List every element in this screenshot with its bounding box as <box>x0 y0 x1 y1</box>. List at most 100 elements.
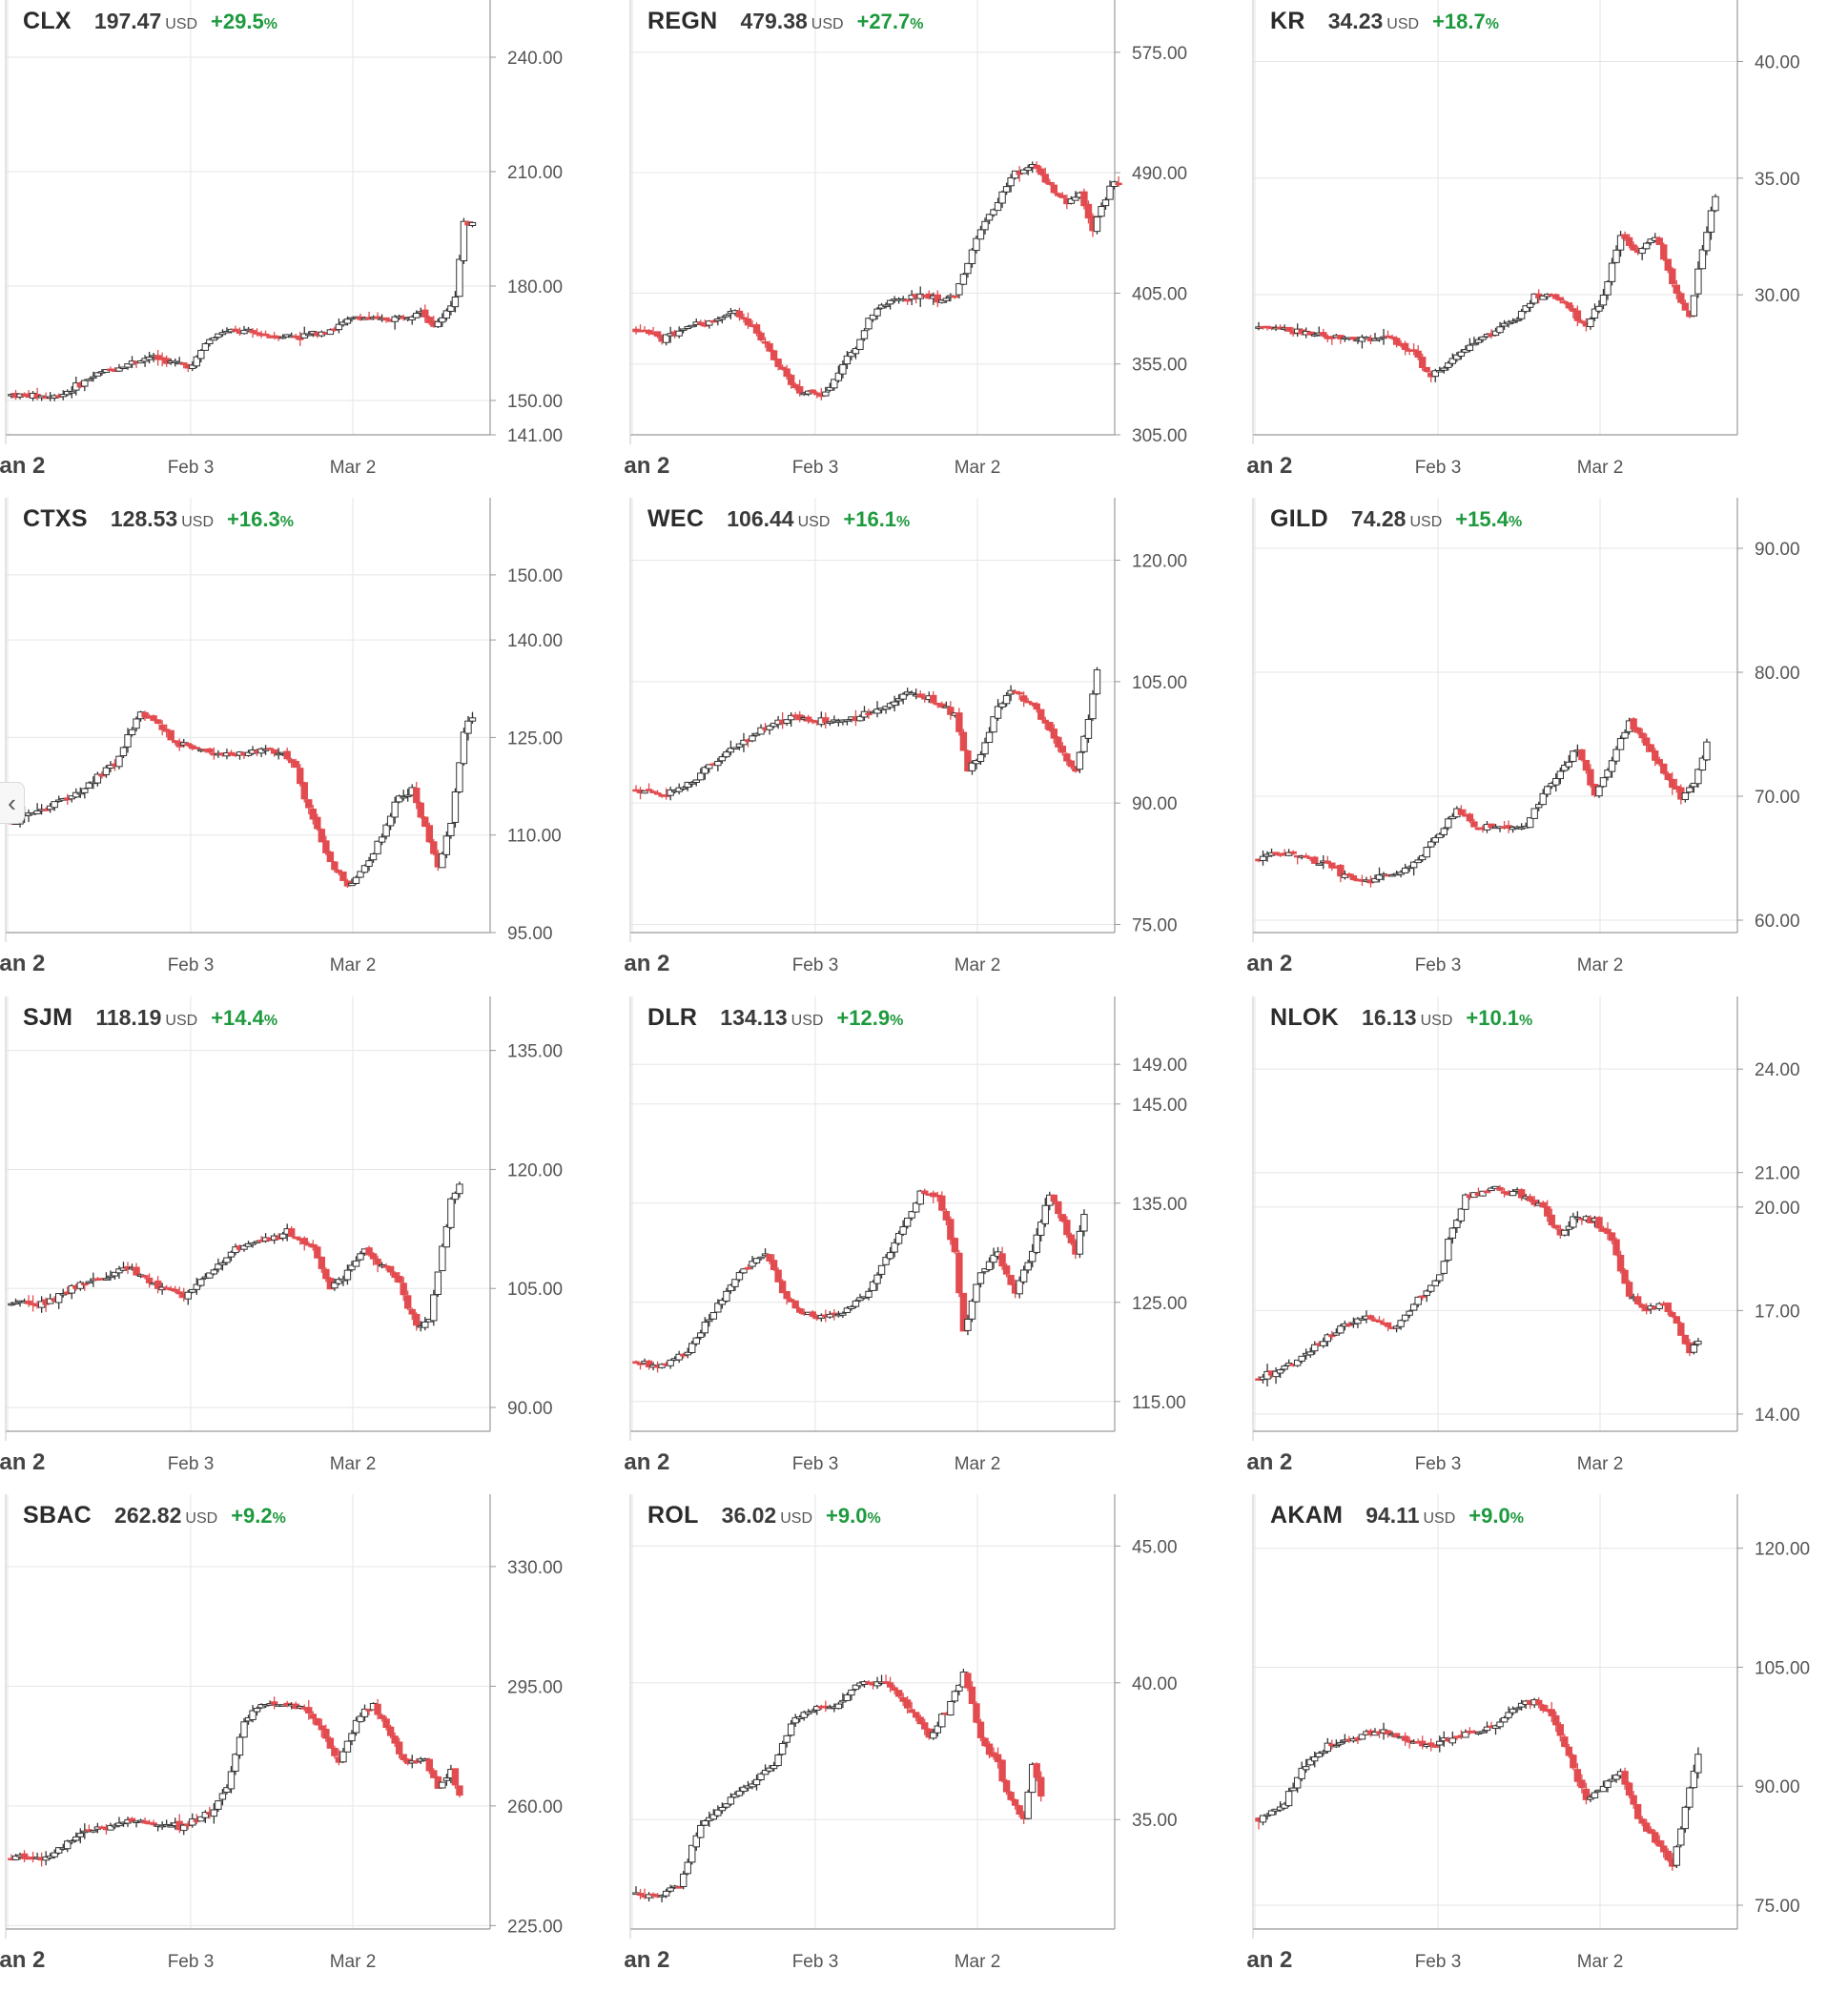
candle-body <box>51 1852 58 1858</box>
candle-body <box>1660 1845 1668 1853</box>
candle <box>85 378 93 381</box>
candle-body <box>1681 1806 1690 1830</box>
candle <box>1694 261 1702 298</box>
candle-body <box>1664 258 1672 271</box>
candle <box>1509 1706 1517 1716</box>
candle <box>1293 1776 1302 1793</box>
candle-body <box>1630 718 1637 730</box>
candle <box>150 714 157 722</box>
candle-body <box>1320 1751 1327 1755</box>
candle-body <box>150 715 157 722</box>
candle-body <box>1002 694 1011 705</box>
candle <box>197 1816 205 1822</box>
candle-body <box>783 1734 791 1743</box>
candle-body <box>1539 792 1547 806</box>
candle <box>1677 291 1685 305</box>
candle-body <box>1479 1190 1487 1197</box>
candle <box>1046 178 1054 186</box>
candle <box>300 326 308 339</box>
candle <box>930 1728 937 1740</box>
candle-body <box>343 318 352 324</box>
candle <box>1655 236 1663 245</box>
candle-body <box>136 360 145 364</box>
candle <box>766 1764 773 1774</box>
candle <box>335 318 343 334</box>
candle-body <box>1448 358 1457 364</box>
candle-body <box>1652 1832 1659 1843</box>
candle-body <box>869 1281 877 1291</box>
x-tick-label: Feb 3 <box>1415 955 1462 975</box>
candle-body <box>218 1262 227 1265</box>
candle <box>1539 789 1547 806</box>
candle-body <box>744 318 752 326</box>
candle <box>1578 749 1586 762</box>
candle-body <box>1358 1734 1366 1740</box>
candle-body <box>1608 1232 1616 1242</box>
candle <box>68 386 75 399</box>
candle-body <box>425 1758 433 1772</box>
candle-body <box>791 1716 799 1724</box>
candle <box>331 1745 339 1759</box>
candle <box>1556 767 1564 785</box>
candle <box>658 1363 666 1369</box>
candle-body <box>1306 331 1314 336</box>
candle <box>770 1761 778 1772</box>
candle <box>107 1822 114 1831</box>
candle <box>115 363 123 372</box>
candle <box>314 1244 321 1259</box>
candle-body <box>115 1268 123 1274</box>
candle <box>1517 308 1526 321</box>
candle <box>1698 244 1707 270</box>
candle <box>1612 1774 1620 1783</box>
scroll-left-button[interactable]: ‹ <box>0 782 25 824</box>
candle-body <box>848 1305 855 1309</box>
candle <box>826 721 834 727</box>
candle <box>1630 717 1637 733</box>
candle <box>352 875 360 885</box>
last-price: 16.13 <box>1362 1005 1417 1030</box>
candle <box>81 1283 89 1291</box>
candle <box>964 749 972 772</box>
x-tick-label: Jan 2 <box>625 453 669 479</box>
candle-body <box>314 1246 321 1259</box>
candle <box>1358 334 1366 349</box>
candle <box>1570 749 1577 763</box>
candle <box>1392 336 1401 348</box>
candle-body <box>1384 1730 1392 1735</box>
candle <box>938 1713 946 1728</box>
candle <box>1561 760 1569 772</box>
candle <box>886 1246 894 1261</box>
candle-body <box>848 1689 855 1696</box>
candle-body <box>839 1312 847 1316</box>
candle-body <box>1328 862 1336 869</box>
candle <box>374 1698 381 1720</box>
candle-body <box>976 1272 985 1284</box>
candle <box>1496 321 1504 334</box>
candle-body <box>822 391 830 397</box>
candle-body <box>1293 1776 1302 1789</box>
